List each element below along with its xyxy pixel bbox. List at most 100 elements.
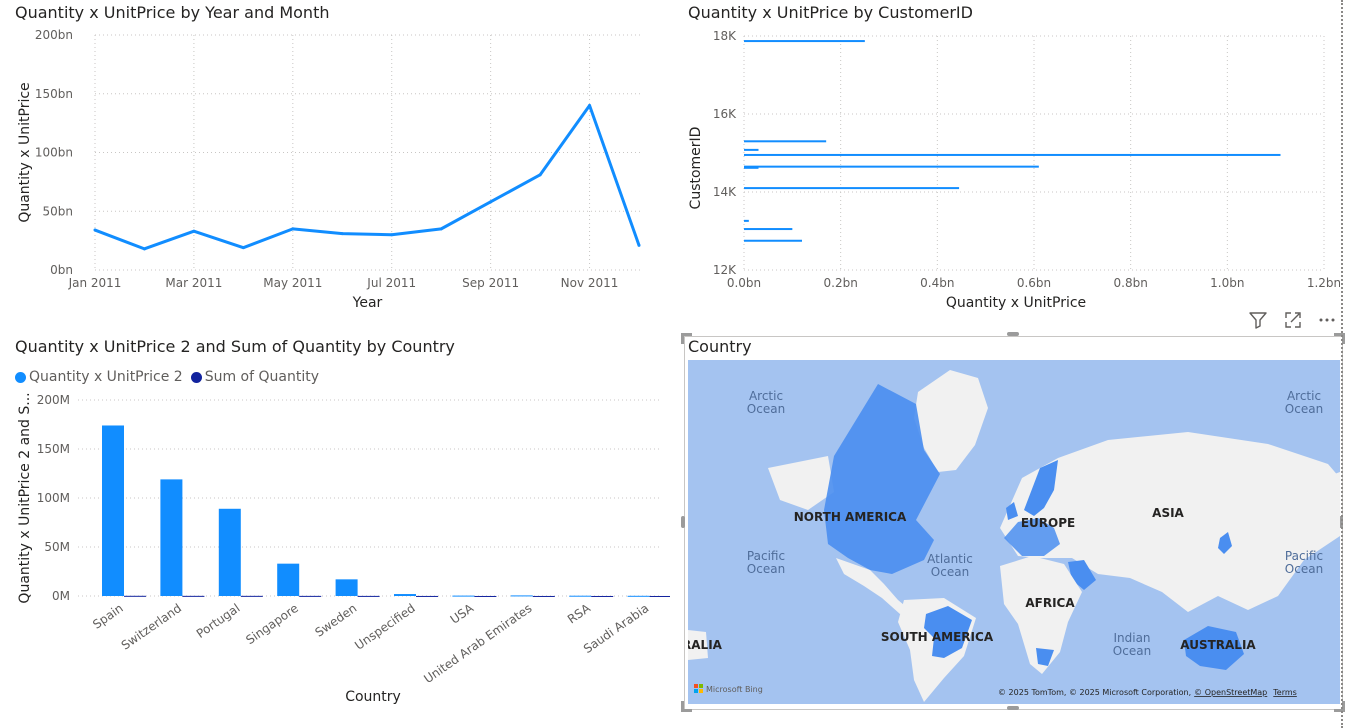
col-bar-1-7 xyxy=(532,595,555,597)
map-label-arctic-left: Arctic Ocean xyxy=(747,389,785,416)
col-y-tick-2: 100M xyxy=(37,491,70,505)
col-y-tick-3: 150M xyxy=(37,442,70,456)
resize-corner-bl[interactable] xyxy=(681,701,692,712)
legend-item-series-1[interactable]: Quantity x UnitPrice 2 xyxy=(15,369,183,385)
terms-link[interactable]: Terms xyxy=(1272,688,1297,697)
col-x-tick-7: United Arab Emirates xyxy=(421,601,534,686)
scandinavia-highlight xyxy=(1024,460,1058,516)
map-label-arctic-right: Arctic Ocean xyxy=(1285,389,1323,416)
ms-logo-green xyxy=(699,684,703,688)
line-chart-title: Quantity x UnitPrice by Year and Month xyxy=(15,3,330,22)
resize-handle-top[interactable] xyxy=(1007,332,1019,336)
hbar-x-tick-0: 0.0bn xyxy=(727,276,761,290)
eurasia-landmass xyxy=(1000,432,1340,612)
south-africa-highlight xyxy=(1036,648,1054,666)
column-chart-legend: Quantity x UnitPrice 2 Sum of Quantity xyxy=(15,369,327,385)
map-label-atlantic-2: Ocean xyxy=(931,565,969,579)
map-label-africa: AFRICA xyxy=(1025,596,1075,610)
resize-corner-tl[interactable] xyxy=(681,333,692,344)
hbar-bar-3 xyxy=(744,153,1281,156)
customer-bar-chart[interactable]: 0.0bn 0.2bn 0.4bn 0.6bn 0.8bn 1.0bn 1.2bn 12K 14… xyxy=(680,20,1340,320)
col-bar-0-7 xyxy=(510,595,533,597)
col-x-axis-title: Country xyxy=(345,689,401,705)
map-label-europe: EUROPE xyxy=(1021,516,1075,530)
legend-dot-series-1 xyxy=(15,371,26,383)
col-bar-1-9 xyxy=(649,595,670,597)
osm-link[interactable]: © OpenStreetMap xyxy=(1194,688,1267,697)
line-data-point-0 xyxy=(93,228,97,232)
legend-dot-series-2 xyxy=(190,371,202,383)
hbar-bar-0 xyxy=(744,40,865,43)
africa-landmass xyxy=(1000,556,1082,674)
line-y-tick-4: 200bn xyxy=(35,28,73,42)
map-label-pacific-left-2: Ocean xyxy=(747,562,785,576)
line-data-point-6 xyxy=(390,233,394,237)
world-map[interactable]: Arctic Ocean Arctic Ocean Pacific Ocean Pac… xyxy=(688,360,1340,704)
hbar-bar-8 xyxy=(744,228,793,231)
map-label-arctic-left-1: Arctic xyxy=(749,389,783,403)
line-chart[interactable]: 0bn 50bn 100bn 150bn 200bn Jan 2011 Mar 2011 Ma… xyxy=(0,20,665,335)
filter-icon[interactable] xyxy=(1247,309,1269,331)
hbar-bar-1 xyxy=(744,140,827,143)
line-data-point-2 xyxy=(192,229,196,233)
line-x-tick-5: Nov 2011 xyxy=(561,276,619,290)
line-data-point-7 xyxy=(439,227,443,231)
map-label-pacific-right-1: Pacific xyxy=(1285,549,1323,563)
col-bar-1-5 xyxy=(416,595,438,597)
line-x-tick-0: Jan 2011 xyxy=(68,276,122,290)
attribution-text: © 2025 TomTom, © 2025 Microsoft Corporat… xyxy=(998,688,1191,697)
col-x-tick-4: Sweden xyxy=(312,601,359,640)
hbar-y-tick-0: 12K xyxy=(713,263,737,277)
line-data-point-10 xyxy=(588,104,592,107)
col-y-axis-title: Quantity x UnitPrice 2 and S... xyxy=(17,392,33,603)
resize-corner-br[interactable] xyxy=(1334,701,1345,712)
col-x-tick-0: Spain xyxy=(90,601,125,632)
australia-wrap-landmass xyxy=(688,630,708,660)
col-y-tick-4: 200M xyxy=(37,393,70,407)
resize-corner-tr[interactable] xyxy=(1334,333,1345,344)
legend-label-series-1: Quantity x UnitPrice 2 xyxy=(29,369,183,385)
canvas-edge xyxy=(1341,0,1343,728)
japan-highlight xyxy=(1218,532,1232,554)
hbar-x-tick-5: 1.0bn xyxy=(1210,276,1244,290)
hbar-x-tick-2: 0.4bn xyxy=(920,276,954,290)
map-label-indian-1: Indian xyxy=(1113,631,1150,645)
col-bar-0-5 xyxy=(394,594,416,596)
more-options-icon[interactable] xyxy=(1316,309,1338,331)
col-y-tick-1: 50M xyxy=(44,540,70,554)
hbar-x-axis-title: Quantity x UnitPrice xyxy=(946,295,1086,311)
greenland-landmass xyxy=(914,370,988,472)
resize-handle-bottom[interactable] xyxy=(1007,706,1019,710)
alaska-landmass xyxy=(768,456,834,510)
ms-logo-red xyxy=(694,684,698,688)
line-data-point-9 xyxy=(538,173,542,177)
line-data-point-8 xyxy=(489,200,493,204)
hbar-bar-7 xyxy=(744,219,749,222)
line-x-tick-4: Sep 2011 xyxy=(462,276,519,290)
map-label-pacific-left: Pacific Ocean xyxy=(747,549,785,576)
focus-mode-icon[interactable] xyxy=(1282,309,1304,331)
line-x-tick-3: Jul 2011 xyxy=(366,276,416,290)
hbar-x-tick-1: 0.2bn xyxy=(824,276,858,290)
col-bar-0-0 xyxy=(102,425,124,596)
legend-item-series-2[interactable]: Sum of Quantity xyxy=(190,369,319,385)
line-x-axis-title: Year xyxy=(352,295,383,311)
col-x-tick-2: Portugal xyxy=(194,601,243,641)
map-label-australia: AUSTRALIA xyxy=(1180,638,1256,652)
col-bar-0-6 xyxy=(452,595,475,597)
map-label-indian-2: Ocean xyxy=(1113,644,1151,658)
col-bar-0-9 xyxy=(627,595,650,597)
col-bar-1-4 xyxy=(357,595,380,597)
map-label-arctic-right-1: Arctic xyxy=(1287,389,1321,403)
hbar-y-axis-title: CustomerID xyxy=(688,127,704,210)
resize-handle-left[interactable] xyxy=(681,516,685,528)
map-label-australia-edge: RALIA xyxy=(688,638,723,652)
line-y-axis-title: Quantity x UnitPrice xyxy=(17,82,33,222)
hbar-x-tick-6: 1.2bn xyxy=(1307,276,1340,290)
col-bar-1-6 xyxy=(474,595,497,597)
uk-highlight xyxy=(1006,502,1018,520)
map-attribution: © 2025 TomTom, © 2025 Microsoft Corporat… xyxy=(998,688,1297,697)
australia-highlight xyxy=(1184,626,1244,670)
col-bar-0-4 xyxy=(335,579,358,596)
